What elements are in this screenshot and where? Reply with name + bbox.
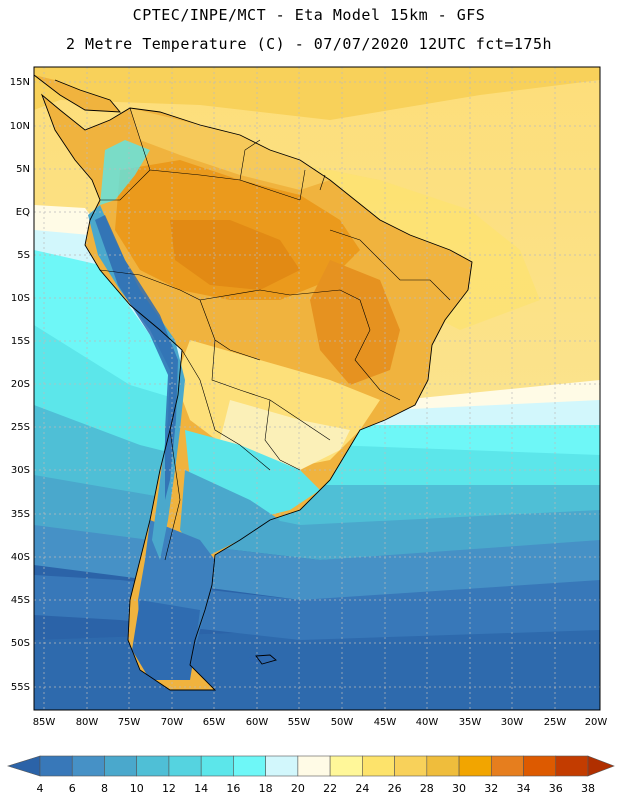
lon-label: 85W — [33, 717, 56, 728]
lat-label: 55S — [11, 682, 30, 693]
lon-label: 55W — [288, 717, 311, 728]
colorbar-box — [523, 755, 557, 777]
longitude-labels: 85W 80W 75W 70W 65W 60W 55W 50W 45W 40W … — [33, 717, 608, 728]
lat-label: 45S — [11, 595, 30, 606]
colorbar-label: 24 — [355, 782, 369, 795]
temperature-field — [34, 67, 600, 710]
lon-label: 20W — [585, 717, 608, 728]
colorbar-box — [297, 755, 331, 777]
country-borders — [99, 107, 451, 561]
colorbar-box — [104, 755, 138, 777]
colorbar-box — [362, 755, 395, 777]
lon-label: 50W — [331, 717, 354, 728]
colorbar-label: 14 — [194, 782, 208, 795]
lon-label: 70W — [161, 717, 184, 728]
colorbar-label: 26 — [388, 782, 402, 795]
lat-label: 50S — [11, 638, 30, 649]
colorbar-box — [329, 755, 363, 777]
colorbar-label: 32 — [484, 782, 498, 795]
colorbar-box — [394, 755, 428, 777]
colorbar-label: 34 — [517, 782, 531, 795]
lat-label: 40S — [11, 552, 30, 563]
colorbar-box — [233, 755, 266, 777]
colorbar-label: 18 — [259, 782, 273, 795]
lat-label: EQ — [16, 207, 30, 218]
lon-label: 35W — [459, 717, 482, 728]
lat-label: 5N — [16, 164, 30, 175]
lon-label: 25W — [544, 717, 567, 728]
colorbar-label: 22 — [323, 782, 337, 795]
lat-label: 20S — [11, 379, 30, 390]
colorbar-box — [555, 755, 589, 777]
lat-label: 15N — [10, 77, 30, 88]
colorbar-label: 16 — [226, 782, 240, 795]
colorbar-box — [490, 755, 524, 777]
colorbar-box — [426, 755, 460, 777]
colorbar-label: 20 — [291, 782, 305, 795]
graticule — [34, 67, 600, 710]
colorbar-box — [136, 755, 170, 777]
colorbar-box — [71, 755, 105, 777]
colorbar-label: 4 — [37, 782, 44, 795]
lat-label: 5S — [17, 250, 30, 261]
lon-label: 65W — [203, 717, 226, 728]
colorbar-label: 28 — [420, 782, 434, 795]
colorbar-arrow-low — [6, 755, 41, 777]
colorbar-label: 36 — [549, 782, 563, 795]
latitude-labels: 15N 10N 5N EQ 5S 10S 15S 20S 25S 30S 35S… — [10, 77, 30, 693]
lon-label: 40W — [416, 717, 439, 728]
colorbar-label: 10 — [130, 782, 144, 795]
lat-label: 30S — [11, 465, 30, 476]
lat-label: 10S — [11, 293, 30, 304]
colorbar-arrow-high — [587, 755, 615, 777]
colorbar-box — [265, 755, 299, 777]
lat-label: 15S — [11, 336, 30, 347]
colorbar-label: 12 — [162, 782, 176, 795]
lon-label: 60W — [246, 717, 269, 728]
lon-label: 45W — [374, 717, 397, 728]
map-frame — [33, 66, 601, 711]
colorbar-label: 38 — [581, 782, 595, 795]
colorbar-box — [200, 755, 234, 777]
colorbar-label: 30 — [452, 782, 466, 795]
colorbar-box — [39, 755, 73, 777]
coastline — [34, 74, 473, 691]
colorbar-box — [168, 755, 202, 777]
colorbar-label: 8 — [101, 782, 108, 795]
lat-label: 25S — [11, 422, 30, 433]
title-line-2: 2 Metre Temperature (C) - 07/07/2020 12U… — [65, 35, 553, 53]
colorbar: 4 6 8 10 12 14 16 18 20 22 24 26 28 30 32 34 36 38 — [6, 755, 615, 795]
lat-label: 10N — [10, 121, 30, 132]
colorbar-box — [458, 755, 492, 777]
lon-label: 75W — [118, 717, 141, 728]
colorbar-label: 6 — [69, 782, 76, 795]
lat-label: 35S — [11, 509, 30, 520]
title-line-1: CPTEC/INPE/MCT - Eta Model 15km - GFS — [132, 6, 486, 24]
lon-label: 80W — [76, 717, 99, 728]
lon-label: 30W — [501, 717, 524, 728]
